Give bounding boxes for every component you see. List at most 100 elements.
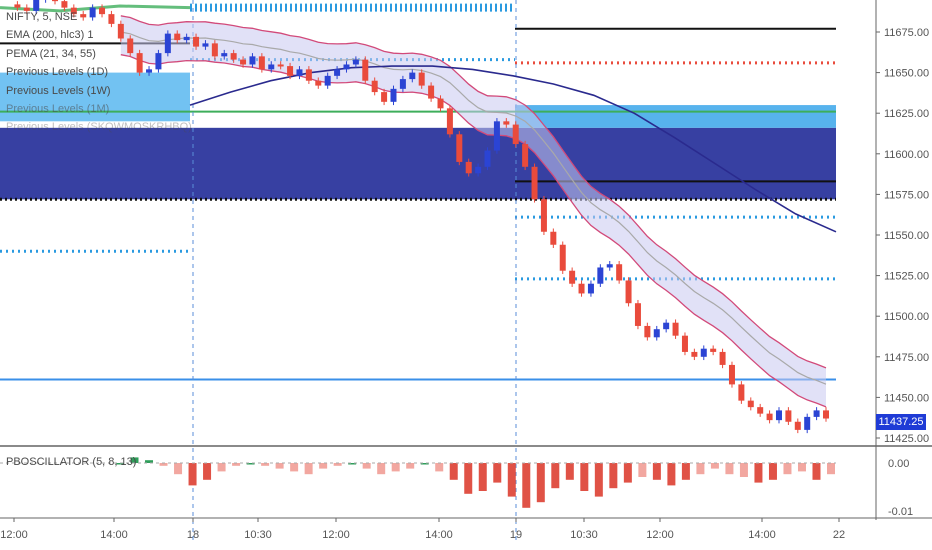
- x-tick-label: 12:00: [0, 529, 28, 541]
- osc-bar: [638, 463, 647, 477]
- osc-bar: [565, 463, 574, 480]
- candle-body: [33, 0, 40, 11]
- candle-body: [437, 98, 444, 109]
- candle-body: [775, 410, 782, 421]
- x-tick-label: 18: [187, 529, 199, 541]
- candle-body: [108, 14, 115, 24]
- candle-body: [61, 1, 68, 8]
- level-zones: [0, 72, 836, 200]
- candle-body: [287, 66, 294, 76]
- osc-bar: [449, 463, 458, 480]
- legend-pema[interactable]: PEMA (21, 34, 55): [6, 47, 96, 60]
- osc-bar: [681, 463, 690, 480]
- osc-bar: [768, 463, 777, 480]
- x-tick-label: 10:30: [244, 529, 272, 541]
- candle-body: [634, 303, 641, 326]
- osc-bar: [290, 463, 299, 472]
- x-tick-label: 14:00: [100, 529, 128, 541]
- osc-bar: [551, 463, 560, 489]
- legend-prev-extra[interactable]: Previous Levels (1M): [6, 103, 110, 116]
- candle-body: [644, 325, 651, 338]
- candle-body: [352, 59, 359, 65]
- candle-body: [616, 264, 623, 281]
- osc-bar: [797, 463, 806, 472]
- osc-bar: [116, 463, 124, 465]
- candle-body: [757, 407, 764, 414]
- y-tick-label: 11475.00: [884, 352, 929, 364]
- legend-prev-extra2[interactable]: Previous Levels (SKQWMOSKRHBQ): [6, 121, 192, 134]
- osc-bar: [203, 463, 212, 480]
- osc-bar: [783, 463, 792, 475]
- candle-body: [324, 75, 331, 86]
- candle-body: [399, 79, 406, 89]
- osc-bar: [319, 463, 328, 469]
- osc-bar: [362, 463, 371, 469]
- y-tick-label: 11600.00: [884, 149, 929, 161]
- y-tick-label: 11575.00: [884, 189, 929, 201]
- candle-body: [390, 88, 397, 102]
- candle-body: [277, 64, 284, 67]
- oscillator-label[interactable]: PBOSCILLATOR (5, 8, 13): [6, 456, 137, 468]
- candle-body: [475, 166, 482, 174]
- candle-body: [512, 124, 519, 145]
- osc-bar: [827, 463, 835, 475]
- candle-body: [80, 14, 87, 18]
- candle-body: [653, 329, 660, 338]
- osc-tick-label: 0.00: [888, 458, 909, 470]
- pema-mid: [120, 31, 827, 385]
- candle-body: [794, 421, 801, 430]
- y-tick-label: 11650.00: [884, 68, 929, 80]
- pema-band-fill: [120, 15, 827, 407]
- legend-symbol[interactable]: NIFTY, 5, NSE: [6, 11, 78, 23]
- osc-bar: [580, 463, 589, 491]
- candle-body: [296, 69, 303, 76]
- y-tick-label: 11525.00: [884, 271, 929, 283]
- candle-body: [681, 335, 688, 352]
- candle-body: [70, 7, 77, 15]
- x-tick-label: 22: [833, 529, 845, 541]
- candle-body: [569, 270, 576, 284]
- candle-body: [409, 72, 416, 80]
- candle-body: [550, 231, 557, 245]
- candle-body: [766, 413, 773, 421]
- candle-body: [625, 280, 632, 304]
- osc-bar: [623, 463, 632, 483]
- osc-bar: [696, 463, 705, 475]
- osc-bar: [507, 463, 516, 497]
- y-tick-label: 11625.00: [884, 108, 929, 120]
- y-tick-label: 11425.00: [884, 433, 929, 445]
- candle-body: [700, 348, 707, 357]
- pema-band: [120, 15, 827, 408]
- legend-prev-1d[interactable]: Previous Levels (1D): [6, 66, 109, 79]
- candle-body: [691, 351, 698, 357]
- x-tick-label: 14:00: [425, 529, 453, 541]
- pema-upper: [120, 15, 827, 369]
- osc-bar: [406, 463, 415, 469]
- osc-bar: [217, 463, 226, 472]
- osc-bar: [652, 463, 661, 480]
- candle-body: [522, 144, 529, 167]
- candle-body: [371, 80, 378, 93]
- x-tick-label: 14:00: [748, 529, 776, 541]
- x-tick-label: 10:30: [570, 529, 598, 541]
- osc-bar: [594, 463, 603, 497]
- candle-body: [334, 69, 341, 76]
- x-tick-label: 12:00: [322, 529, 350, 541]
- candle-body: [503, 121, 510, 125]
- legend-prev-1w[interactable]: Previous Levels (1W): [6, 84, 111, 97]
- y-tick-label: 11500.00: [884, 311, 929, 323]
- candle-body: [174, 33, 181, 41]
- osc-bar: [725, 463, 734, 475]
- x-tick-label: 12:00: [646, 529, 674, 541]
- legend-ema[interactable]: EMA (200, hlc3) 1: [6, 29, 94, 42]
- candle-body: [155, 53, 162, 70]
- blue-zone-right: [515, 105, 836, 128]
- osc-bar: [246, 463, 255, 465]
- candle-body: [785, 410, 792, 422]
- osc-bar: [522, 463, 531, 508]
- candle-body: [146, 69, 153, 73]
- osc-bar: [710, 463, 719, 469]
- candle-body: [738, 384, 745, 401]
